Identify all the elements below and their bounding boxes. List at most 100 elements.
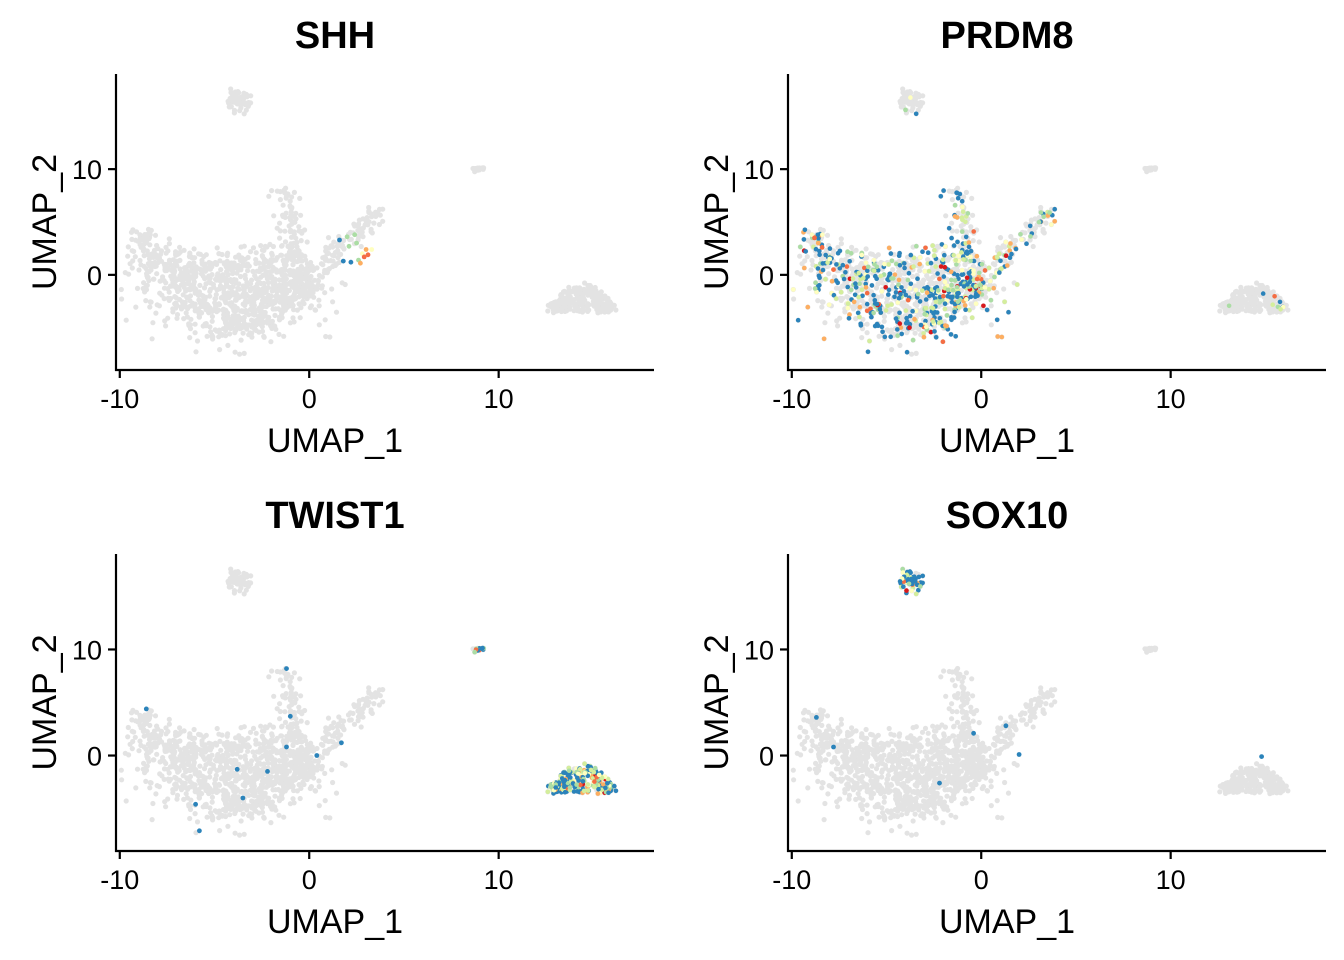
- expressed-point: [914, 243, 919, 249]
- cell-point: [236, 252, 242, 258]
- cell-point: [171, 754, 177, 760]
- cell-point: [240, 309, 246, 315]
- cell-point: [236, 295, 242, 301]
- expressed-point: [827, 256, 833, 262]
- panel-title: TWIST1: [265, 495, 404, 537]
- cell-point: [262, 790, 268, 796]
- cell-point: [140, 285, 146, 292]
- cell-point: [174, 796, 180, 802]
- cell-point: [315, 277, 321, 283]
- expressed-point: [952, 309, 957, 315]
- cell-point: [162, 799, 168, 805]
- expressed-point: [1270, 302, 1275, 308]
- cell-point: [330, 299, 336, 305]
- cell-point: [596, 291, 602, 297]
- expressed-point: [1049, 222, 1054, 227]
- cell-point: [247, 286, 253, 292]
- cell-point: [225, 98, 231, 104]
- expressed-point: [835, 250, 841, 256]
- cell-point: [924, 273, 930, 279]
- expressed-point: [955, 294, 960, 300]
- cell-point: [148, 748, 154, 754]
- cell-point: [236, 775, 242, 782]
- cell-point: [976, 239, 982, 245]
- cell-point: [930, 274, 936, 280]
- expressed-point: [930, 243, 935, 248]
- cell-point: [988, 322, 994, 328]
- expressed-point: [959, 250, 964, 255]
- cell-point: [181, 765, 187, 771]
- cell-point: [206, 310, 212, 316]
- expressed-point: [959, 268, 965, 273]
- cell-point: [949, 197, 956, 203]
- cell-point: [150, 320, 156, 326]
- cell-point: [247, 249, 254, 255]
- cell-point: [902, 270, 908, 277]
- expressed-point: [938, 194, 944, 199]
- expressed-point: [944, 323, 949, 329]
- cell-point: [325, 235, 332, 241]
- cell-point: [327, 334, 333, 340]
- cell-point: [274, 668, 280, 675]
- expressed-point: [829, 278, 835, 284]
- expressed-point: [910, 337, 916, 343]
- cell-point: [280, 683, 286, 689]
- cell-point: [192, 811, 198, 817]
- cell-point: [307, 305, 313, 311]
- cell-point: [141, 280, 147, 286]
- cell-point: [278, 296, 284, 302]
- cell-point: [826, 271, 832, 277]
- expressed-point: [968, 258, 973, 264]
- expressed-point: [1019, 237, 1024, 242]
- cell-point: [296, 228, 302, 234]
- expressed-point: [352, 232, 358, 238]
- cell-point: [838, 236, 844, 242]
- expressed-point: [1277, 299, 1283, 305]
- cell-point: [165, 286, 171, 292]
- cell-point: [969, 195, 975, 201]
- cell-point: [292, 269, 299, 275]
- cell-point: [320, 262, 326, 268]
- expressed-point: [932, 247, 937, 253]
- cell-point: [148, 260, 154, 266]
- cell-point: [909, 351, 915, 357]
- expressed-point: [952, 202, 958, 208]
- cell-point: [166, 716, 172, 723]
- cell-point: [240, 301, 246, 307]
- cell-point: [203, 302, 209, 308]
- expressed-point: [922, 269, 928, 274]
- expressed-point: [986, 265, 992, 271]
- cell-point: [153, 260, 159, 266]
- cell-point: [153, 310, 159, 316]
- cell-point: [312, 277, 318, 283]
- cell-point: [235, 286, 241, 292]
- cell-point: [1267, 310, 1273, 316]
- cell-point: [153, 791, 159, 797]
- cell-point: [182, 299, 188, 306]
- cell-point: [277, 235, 283, 241]
- cell-point: [196, 314, 202, 320]
- cell-point: [235, 313, 241, 319]
- cell-point: [217, 738, 223, 745]
- cell-point: [212, 259, 218, 266]
- expressed-point: [954, 190, 960, 196]
- cell-point: [163, 731, 169, 737]
- cell-point: [203, 294, 209, 300]
- expressed-point: [946, 225, 952, 231]
- expressed-point: [928, 260, 934, 266]
- cell-point: [358, 243, 364, 250]
- expressed-point: [895, 327, 900, 332]
- cell-point: [909, 108, 915, 114]
- x-axis-label: UMAP_1: [939, 422, 1075, 460]
- cell-point: [228, 806, 234, 813]
- cell-point: [369, 230, 375, 236]
- cell-point: [212, 740, 218, 746]
- cell-point: [214, 287, 220, 293]
- cell-point: [1254, 289, 1260, 296]
- x-tick-label: 10: [484, 384, 514, 414]
- cell-point: [560, 289, 567, 295]
- cell-point: [157, 759, 163, 765]
- expressed-point: [896, 295, 902, 301]
- cell-point: [316, 303, 322, 309]
- cell-point: [356, 221, 362, 227]
